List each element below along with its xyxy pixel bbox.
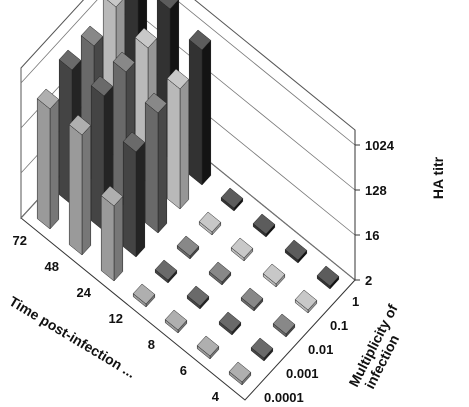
moi-tick-label: 0.001 xyxy=(286,366,319,381)
moi-tick-label: 0.01 xyxy=(308,342,333,357)
bar xyxy=(196,335,220,360)
time-tick-label: 24 xyxy=(77,285,92,300)
z-gridline xyxy=(20,0,356,146)
bar xyxy=(166,68,190,210)
z-tick-label: 16 xyxy=(365,228,379,243)
bar-face-top xyxy=(198,211,222,233)
bar-face-top xyxy=(176,235,200,257)
bar-face-top xyxy=(262,263,286,285)
bar-face-side xyxy=(122,141,137,258)
bar-face-front xyxy=(49,98,60,230)
moi-tick-label: 0.0001 xyxy=(264,390,304,405)
bar xyxy=(68,114,92,256)
time-tick-label: 6 xyxy=(180,363,187,378)
time-tick-label: 12 xyxy=(109,311,123,326)
bar-face-top xyxy=(230,237,254,259)
bar-face-top xyxy=(100,185,124,207)
bar xyxy=(186,285,210,310)
bar xyxy=(272,313,296,338)
bar-face-top xyxy=(272,313,296,335)
moi-tick-labels: 0.0001 0.001 0.01 0.1 1 xyxy=(264,294,359,405)
z-tick-labels: 2 16 128 1024 xyxy=(365,138,395,288)
time-tick-label: 8 xyxy=(148,337,155,352)
moi-tick-label: 0.1 xyxy=(330,318,348,333)
bar-face-side xyxy=(68,124,83,256)
bar-face-front xyxy=(179,78,190,210)
bar xyxy=(284,239,308,264)
bar-face-side xyxy=(144,102,159,234)
bar-face-front xyxy=(157,102,168,234)
bar-face-top xyxy=(112,51,136,73)
bar xyxy=(100,185,124,282)
bar-face-side xyxy=(100,195,115,282)
bar-face-top xyxy=(132,283,156,305)
bar-face-top xyxy=(208,261,232,283)
bar xyxy=(154,259,178,284)
z-tick-label: 128 xyxy=(365,183,387,198)
bar xyxy=(36,88,60,230)
bar xyxy=(262,263,286,288)
bar-face-top xyxy=(122,131,146,153)
bar-face-top xyxy=(196,335,220,357)
bar-face-top xyxy=(158,0,179,10)
bar xyxy=(316,265,340,290)
bar-face-top xyxy=(58,49,82,71)
bar-face-side xyxy=(188,39,203,186)
bar xyxy=(230,237,254,262)
bar-face-front xyxy=(201,39,212,186)
bar xyxy=(240,287,264,312)
bar-face-top xyxy=(106,0,123,8)
bar-face-front xyxy=(135,141,146,258)
bar-face-front xyxy=(113,195,124,282)
bar-face-top xyxy=(252,213,276,235)
bar-face-side xyxy=(166,78,181,210)
bar xyxy=(122,131,146,258)
time-tick-label: 4 xyxy=(212,389,220,404)
time-tick-label: 48 xyxy=(45,259,59,274)
bar-face-top xyxy=(188,29,212,51)
bar-face-side xyxy=(36,98,51,230)
bar xyxy=(208,261,232,286)
bar-face-top xyxy=(284,239,308,261)
bar-face-top xyxy=(316,265,340,287)
bar-face-top xyxy=(294,289,318,311)
bar xyxy=(250,337,274,362)
bar xyxy=(188,29,212,186)
z-tick-label: 2 xyxy=(365,273,372,288)
bar xyxy=(294,289,318,314)
bar-face-top xyxy=(154,259,178,281)
bar-face-top xyxy=(36,88,60,110)
bar-face-front xyxy=(81,124,92,256)
bar-face-top xyxy=(220,187,244,209)
time-tick-labels: 72 48 24 12 8 6 4 xyxy=(13,233,220,404)
moi-tick-label: 1 xyxy=(352,294,359,309)
bar-face-top xyxy=(68,114,92,136)
bar-face-top xyxy=(250,337,274,359)
z-axis-title: HA titr xyxy=(430,156,446,199)
bar-face-top xyxy=(144,92,168,114)
bar xyxy=(176,235,200,260)
bar xyxy=(144,92,168,234)
bar-face-top xyxy=(164,309,188,331)
bar xyxy=(164,309,188,334)
z-tick-label: 1024 xyxy=(365,138,395,153)
bar-face-top xyxy=(134,27,158,49)
chart-bars xyxy=(36,0,340,386)
time-axis-title: Time post-infection ... xyxy=(6,293,138,381)
bar xyxy=(132,283,156,308)
bar xyxy=(252,213,276,238)
bar xyxy=(198,211,222,236)
bar-face-top xyxy=(80,25,104,47)
bar-face-top xyxy=(228,361,252,383)
time-tick-label: 72 xyxy=(13,233,27,248)
bar-face-top xyxy=(90,75,114,97)
bar xyxy=(220,187,244,212)
bar-face-top xyxy=(218,311,242,333)
bar-face-top xyxy=(166,68,190,90)
bar xyxy=(218,311,242,336)
bar xyxy=(228,361,252,386)
bar-face-top xyxy=(186,285,210,307)
bar-face-top xyxy=(240,287,264,309)
